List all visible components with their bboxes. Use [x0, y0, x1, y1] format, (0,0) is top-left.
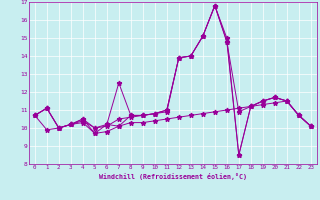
X-axis label: Windchill (Refroidissement éolien,°C): Windchill (Refroidissement éolien,°C) — [99, 173, 247, 180]
